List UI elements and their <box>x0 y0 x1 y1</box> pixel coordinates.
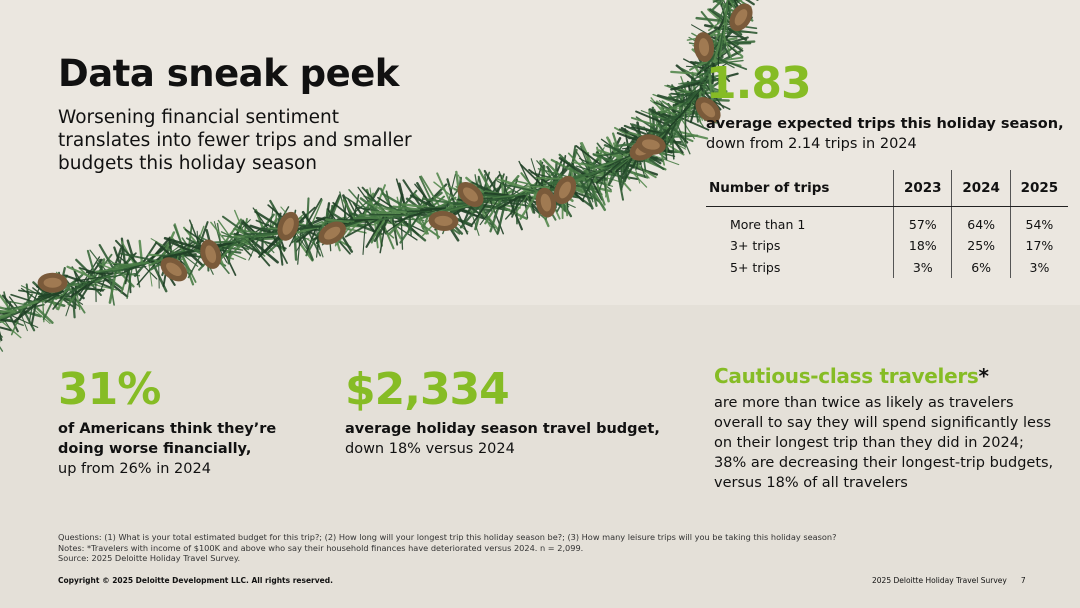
table-cell: 54% <box>1009 206 1068 235</box>
table-cell: 17% <box>1009 235 1068 257</box>
table-cell: 18% <box>893 235 952 257</box>
table-cell: 57% <box>893 206 952 235</box>
pinecone-icon <box>37 272 68 293</box>
table-header-2025: 2025 <box>1009 170 1068 207</box>
trips-stat-value: 1.83 <box>706 58 812 109</box>
footnote-questions: Questions: (1) What is your total estima… <box>58 532 837 542</box>
background-lower-band <box>0 305 1080 608</box>
footnote-source: Source: 2025 Deloitte Holiday Travel Sur… <box>58 553 241 563</box>
cautious-travelers-body: are more than twice as likely as travele… <box>714 395 1054 491</box>
table-cell: 3% <box>893 256 952 278</box>
cautious-asterisk: * <box>978 364 989 388</box>
cautious-travelers-heading: Cautious-class travelers* <box>714 364 989 388</box>
table-header-trips: Number of trips <box>706 170 894 207</box>
page-subtitle: Worsening financial sentiment translates… <box>58 107 412 174</box>
table-cell: 6% <box>951 256 1011 278</box>
budget-stat-description: average holiday season travel budget, do… <box>345 419 660 459</box>
pinecone-icon <box>428 210 459 231</box>
americans-stat-line3: up from 26% in 2024 <box>58 461 211 477</box>
budget-stat-line1: average holiday season travel budget, <box>345 421 660 437</box>
table-header-2024: 2024 <box>951 170 1011 207</box>
garland-pinecones <box>37 3 753 293</box>
pinecone-icon <box>277 211 299 241</box>
pinecone-icon <box>636 134 666 155</box>
table-cell: 5+ trips <box>730 259 781 275</box>
americans-stat-value: 31% <box>58 364 161 415</box>
table-header-row: Number of trips 2023 2024 2025 <box>706 170 1068 207</box>
pinecone-icon <box>729 3 753 32</box>
footer-survey-name: 2025 Deloitte Holiday Travel Survey <box>872 576 1007 585</box>
trips-stat-line2: down from 2.14 trips in 2024 <box>706 136 917 152</box>
table-cell: More than 1 <box>730 216 806 232</box>
pinecone-icon <box>200 239 222 269</box>
footnotes: Questions: (1) What is your total estima… <box>58 532 958 564</box>
table-row: 3+ trips 18% 25% 17% <box>706 235 1068 257</box>
budget-stat-line2: down 18% versus 2024 <box>345 441 515 457</box>
trips-table: Number of trips 2023 2024 2025 More than… <box>706 170 1068 278</box>
pinecone-icon <box>160 257 188 282</box>
table-cell: 64% <box>951 206 1011 235</box>
budget-stat-value: $2,334 <box>345 364 510 415</box>
americans-stat-line1: of Americans think they’re <box>58 421 277 437</box>
table-cell: 3% <box>1009 256 1068 278</box>
americans-stat-line2: doing worse financially, <box>58 441 252 457</box>
table-row: 5+ trips 3% 6% 3% <box>706 256 1068 278</box>
footer-survey-info: 2025 Deloitte Holiday Travel Survey 7 <box>872 576 1026 585</box>
americans-stat-description: of Americans think they’re doing worse f… <box>58 419 276 479</box>
footer-copyright: Copyright © 2025 Deloitte Development LL… <box>58 576 333 585</box>
table-cell: 25% <box>951 235 1011 257</box>
table-header-2023: 2023 <box>893 170 952 207</box>
pinecone-icon <box>318 221 346 245</box>
trips-stat-line1: average expected trips this holiday seas… <box>706 116 1064 132</box>
footnote-notes: Notes: *Travelers with income of $100K a… <box>58 542 584 553</box>
pinecone-icon <box>553 175 577 205</box>
pinecone-icon <box>695 96 721 123</box>
pinecone-icon <box>457 182 484 207</box>
page-title: Data sneak peek <box>58 52 399 95</box>
table-cell: 3+ trips <box>730 238 781 254</box>
trips-stat-description: average expected trips this holiday seas… <box>706 114 1064 154</box>
cautious-travelers-title: Cautious-class travelers <box>714 364 979 388</box>
page-number: 7 <box>1020 576 1026 585</box>
pinecone-icon <box>535 187 557 218</box>
pinecone-icon <box>693 32 715 63</box>
table-row: More than 1 57% 64% 54% <box>706 206 1068 235</box>
